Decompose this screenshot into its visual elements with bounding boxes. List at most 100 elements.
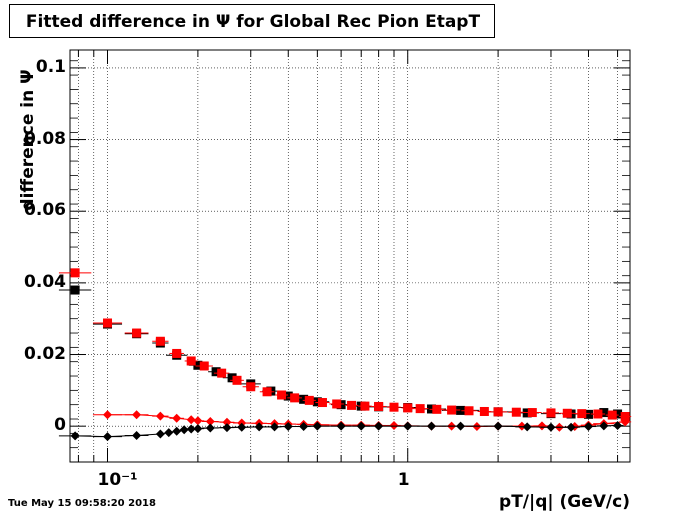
data-point	[374, 421, 384, 431]
data-point	[432, 404, 442, 414]
data-point	[155, 336, 165, 346]
data-point	[246, 382, 256, 392]
data-point	[389, 402, 399, 412]
data-point	[389, 420, 399, 430]
data-point	[577, 409, 587, 419]
data-point	[299, 394, 309, 404]
data-point	[227, 373, 237, 383]
y-tick-label: 0.04	[24, 271, 66, 292]
data-point	[317, 398, 327, 408]
data-point	[237, 422, 247, 432]
data-point	[447, 405, 457, 415]
data-point	[593, 409, 603, 419]
data-point	[599, 421, 609, 431]
data-point	[277, 390, 287, 400]
data-point	[172, 426, 182, 436]
data-point	[456, 421, 466, 431]
data-point	[193, 424, 203, 434]
data-point	[193, 360, 203, 370]
data-point	[172, 413, 182, 423]
plot-frame	[69, 49, 631, 463]
data-point	[70, 268, 80, 278]
data-point	[336, 421, 346, 431]
data-point	[599, 408, 609, 418]
x-tick-label: 1	[397, 470, 410, 490]
data-point	[566, 422, 576, 432]
data-point	[546, 422, 556, 432]
data-point	[427, 421, 437, 431]
data-point	[262, 387, 272, 397]
data-point	[583, 422, 593, 432]
data-point	[132, 328, 142, 338]
data-point	[179, 425, 189, 435]
data-point	[70, 431, 80, 441]
y-tick-label: 0.1	[35, 56, 66, 77]
data-point	[103, 410, 113, 420]
data-point	[464, 406, 474, 416]
data-point	[403, 421, 413, 431]
data-point	[222, 417, 232, 427]
data-point	[537, 421, 547, 431]
timestamp: Tue May 15 09:58:20 2018	[8, 498, 156, 509]
data-point	[283, 391, 293, 401]
x-tick-label: 10⁻¹	[97, 470, 138, 490]
data-point	[517, 421, 527, 431]
data-point	[132, 430, 142, 440]
data-point	[283, 422, 293, 432]
data-point	[155, 429, 165, 439]
data-point	[620, 412, 630, 422]
data-point	[347, 400, 357, 410]
data-point	[583, 409, 593, 419]
y-tick-label: 0	[54, 415, 66, 436]
data-point	[217, 368, 227, 378]
data-point	[511, 407, 521, 417]
data-point	[172, 348, 182, 358]
data-point	[356, 421, 366, 431]
data-point	[70, 285, 80, 295]
data-point	[186, 424, 196, 434]
data-point	[254, 422, 264, 432]
data-point	[613, 420, 623, 430]
data-point	[304, 395, 314, 405]
data-point	[620, 417, 630, 427]
data-point	[205, 423, 215, 433]
data-point	[374, 401, 384, 411]
data-point	[332, 399, 342, 409]
data-point	[360, 401, 370, 411]
y-tick-label: 0.08	[24, 128, 66, 149]
data-point	[132, 410, 142, 420]
data-point	[205, 417, 215, 427]
data-point	[193, 416, 203, 426]
data-point	[546, 408, 556, 418]
data-point	[493, 421, 503, 431]
data-point	[415, 404, 425, 414]
data-point	[222, 423, 232, 433]
data-point	[493, 407, 503, 417]
x-axis-label: pT/|q| (GeV/c)	[499, 492, 630, 512]
y-tick-label: 0.06	[24, 200, 66, 221]
chart-title: Fitted difference in Ψ for Global Rec Pi…	[25, 12, 481, 32]
data-point	[103, 432, 113, 442]
data-point	[299, 422, 309, 432]
data-point	[199, 361, 209, 371]
data-point	[155, 411, 165, 421]
data-point	[613, 409, 623, 419]
data-point	[479, 406, 489, 416]
y-tick-label: 0.02	[24, 343, 66, 364]
data-point	[527, 408, 537, 418]
data-point	[103, 318, 113, 328]
data-point	[164, 428, 174, 438]
data-point	[186, 415, 196, 425]
data-point	[270, 422, 280, 432]
data-point	[312, 397, 322, 407]
data-point	[312, 421, 322, 431]
data-point	[522, 422, 532, 432]
data-point	[290, 393, 300, 403]
data-point	[562, 408, 572, 418]
data-point	[403, 403, 413, 413]
data-point	[607, 410, 617, 420]
data-point	[211, 367, 221, 377]
data-point	[232, 375, 242, 385]
